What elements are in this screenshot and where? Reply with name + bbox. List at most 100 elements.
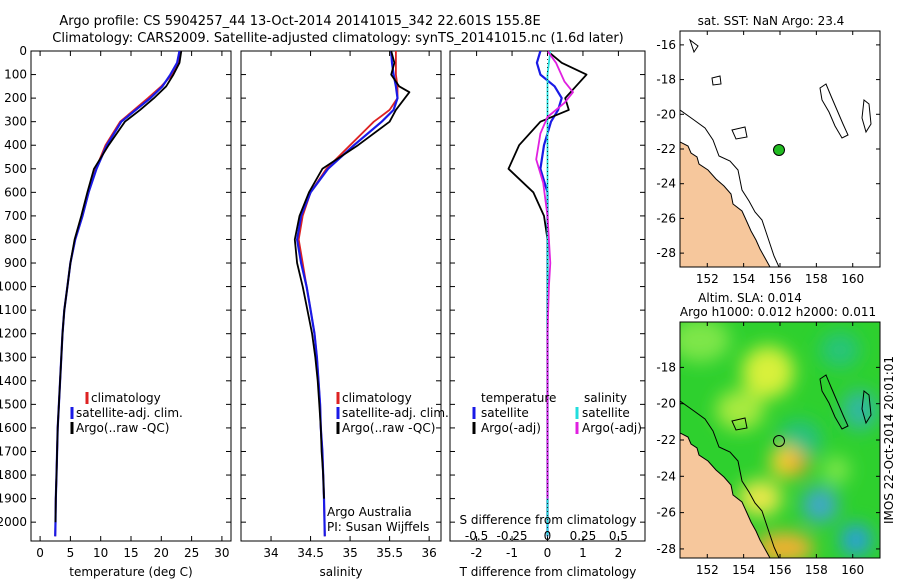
sst-map-axes: 152 154 156 158 160 -16 -18 -20 -22 -24 -26 -28 (656, 31, 880, 286)
y-tick-label: -20 (656, 397, 676, 411)
x-top-tick-label: 0.5 (609, 529, 628, 543)
x-top-tick-label: -0.25 (497, 529, 528, 543)
x-top-tick-label: 0.25 (570, 529, 597, 543)
legend-label-climatology: climatology (342, 391, 412, 405)
sla-blob (788, 455, 808, 475)
sla-blob (822, 456, 850, 484)
legend-label-satellite: satellite-adj. clim. (342, 406, 449, 420)
y-tick-label: 1400 (0, 374, 27, 388)
y-tick-label: 100 (4, 68, 27, 82)
y-tick-label: 1700 (0, 444, 27, 458)
y-tick-label: 300 (4, 115, 27, 129)
legend-label-s-satellite: satellite (582, 406, 630, 420)
x-tick-label: 5 (67, 546, 75, 560)
series-line-s-argo-adj- (535, 51, 574, 499)
legend-label-s-argo: Argo(-adj) (582, 421, 642, 435)
temperature-legend: climatology satellite-adj. clim. Argo(..… (70, 391, 183, 435)
difference-xlabel-top: S difference from climatology (460, 513, 637, 527)
y-tick-label: 200 (4, 91, 27, 105)
difference-panel: -2 -1 0 1 2-0.5 -0.25 0 0.25 0.5 (450, 50, 645, 560)
x-tick-label: 0 (544, 546, 552, 560)
y-tick-label: -18 (656, 73, 676, 87)
temperature-panel-frame (30, 50, 232, 542)
series-group (293, 51, 411, 537)
series-line-satellite-adj-clim- (296, 51, 399, 537)
sla-blob (754, 532, 814, 558)
y-tick-label: -22 (656, 433, 676, 447)
y-tick-label: -24 (656, 177, 676, 191)
x-tick-label: 158 (805, 272, 828, 286)
sla-map-reef-contour (861, 390, 872, 425)
sla-map (680, 322, 880, 558)
sla-map-title-line1: Altim. SLA: 0.014 (698, 291, 802, 305)
sst-map-island-contour (689, 38, 699, 54)
x-tick-label: 156 (769, 272, 792, 286)
sla-map-reef-contour (819, 374, 849, 430)
series-line-argo-raw-qc- (293, 51, 411, 499)
x-tick-label: 1 (579, 546, 587, 560)
y-tick-label: 1200 (0, 327, 27, 341)
sst-map-land (680, 141, 771, 267)
y-tick-label: 500 (4, 162, 27, 176)
x-tick-label: 152 (696, 563, 719, 577)
x-tick-label: 25 (184, 546, 199, 560)
y-tick-label: -28 (656, 246, 676, 260)
legend-label-climatology: climatology (91, 391, 161, 405)
sla-blob (742, 346, 794, 398)
y-tick-label: -28 (656, 542, 676, 556)
x-tick-label: 2 (615, 546, 623, 560)
series-line-argo-raw-qc- (54, 51, 183, 523)
legend-title-salinity: salinity (584, 391, 627, 405)
salinity-legend: climatology satellite-adj. clim. Argo(..… (336, 391, 449, 435)
x-tick-label: 160 (841, 272, 864, 286)
sst-map-shelf-contour (680, 109, 780, 267)
annotation-institution: Argo Australia (327, 505, 412, 519)
sla-blob (680, 322, 730, 362)
x-tick-label: 15 (123, 546, 138, 560)
legend-label-argo: Argo(..raw -QC) (76, 421, 169, 435)
sst-map-float-marker (773, 144, 785, 156)
series-line-climatology (54, 51, 182, 537)
x-tick-label: 34 (263, 546, 278, 560)
sla-map-side-label: IMOS 22-Oct-2014 20:01:01 (882, 356, 896, 524)
x-tick-label: 160 (841, 563, 864, 577)
y-tick-label: -20 (656, 107, 676, 121)
sla-map-field (680, 322, 878, 558)
salinity-panel: 34 34.5 35 35.5 36 (241, 50, 441, 560)
series-line-climatology (297, 51, 399, 537)
temperature-xlabel: temperature (deg C) (69, 565, 192, 579)
sla-blob (716, 390, 764, 430)
sla-blob (820, 332, 860, 368)
y-tick-label: -16 (656, 38, 676, 52)
legend-label-t-argo: Argo(-adj) (481, 421, 541, 435)
legend-label-t-satellite: satellite (481, 406, 529, 420)
legend-label-argo: Argo(..raw -QC) (342, 421, 435, 435)
x-tick-label: 20 (154, 546, 169, 560)
y-tick-label: 1300 (0, 350, 27, 364)
y-tick-label: -26 (656, 211, 676, 225)
y-tick-label: 1100 (0, 303, 27, 317)
sla-map-title-line2: Argo h1000: 0.012 h2000: 0.011 (680, 305, 876, 319)
y-tick-label: 1000 (0, 280, 27, 294)
y-tick-label: 400 (4, 138, 27, 152)
sla-map-axes: 152 154 156 158 160 -18 -20 -22 -24 -26 -28 (656, 322, 880, 577)
temperature-panel: 0100200300400500600700800900100011001200… (0, 44, 231, 560)
sla-map-shelf-contour (680, 400, 780, 558)
y-tick-label: 1600 (0, 421, 27, 435)
y-tick-label: 700 (4, 209, 27, 223)
x-tick-label: 156 (769, 563, 792, 577)
y-tick-label: 1900 (0, 492, 27, 506)
sst-map-island-contour (711, 75, 722, 86)
x-tick-label: 158 (805, 563, 828, 577)
y-tick-label: 800 (4, 232, 27, 246)
legend-title-temperature: temperature (481, 391, 556, 405)
y-tick-label: 0 (19, 44, 27, 58)
y-tick-label: -22 (656, 142, 676, 156)
sst-map (680, 31, 880, 267)
sla-map-island-contour (731, 417, 748, 431)
header-line-2: Climatology: CARS2009. Satellite-adjuste… (52, 31, 624, 46)
y-tick-label: 1800 (0, 468, 27, 482)
salinity-xlabel: salinity (319, 565, 362, 579)
y-tick-label: 1500 (0, 397, 27, 411)
salinity-panel-frame (240, 50, 442, 542)
